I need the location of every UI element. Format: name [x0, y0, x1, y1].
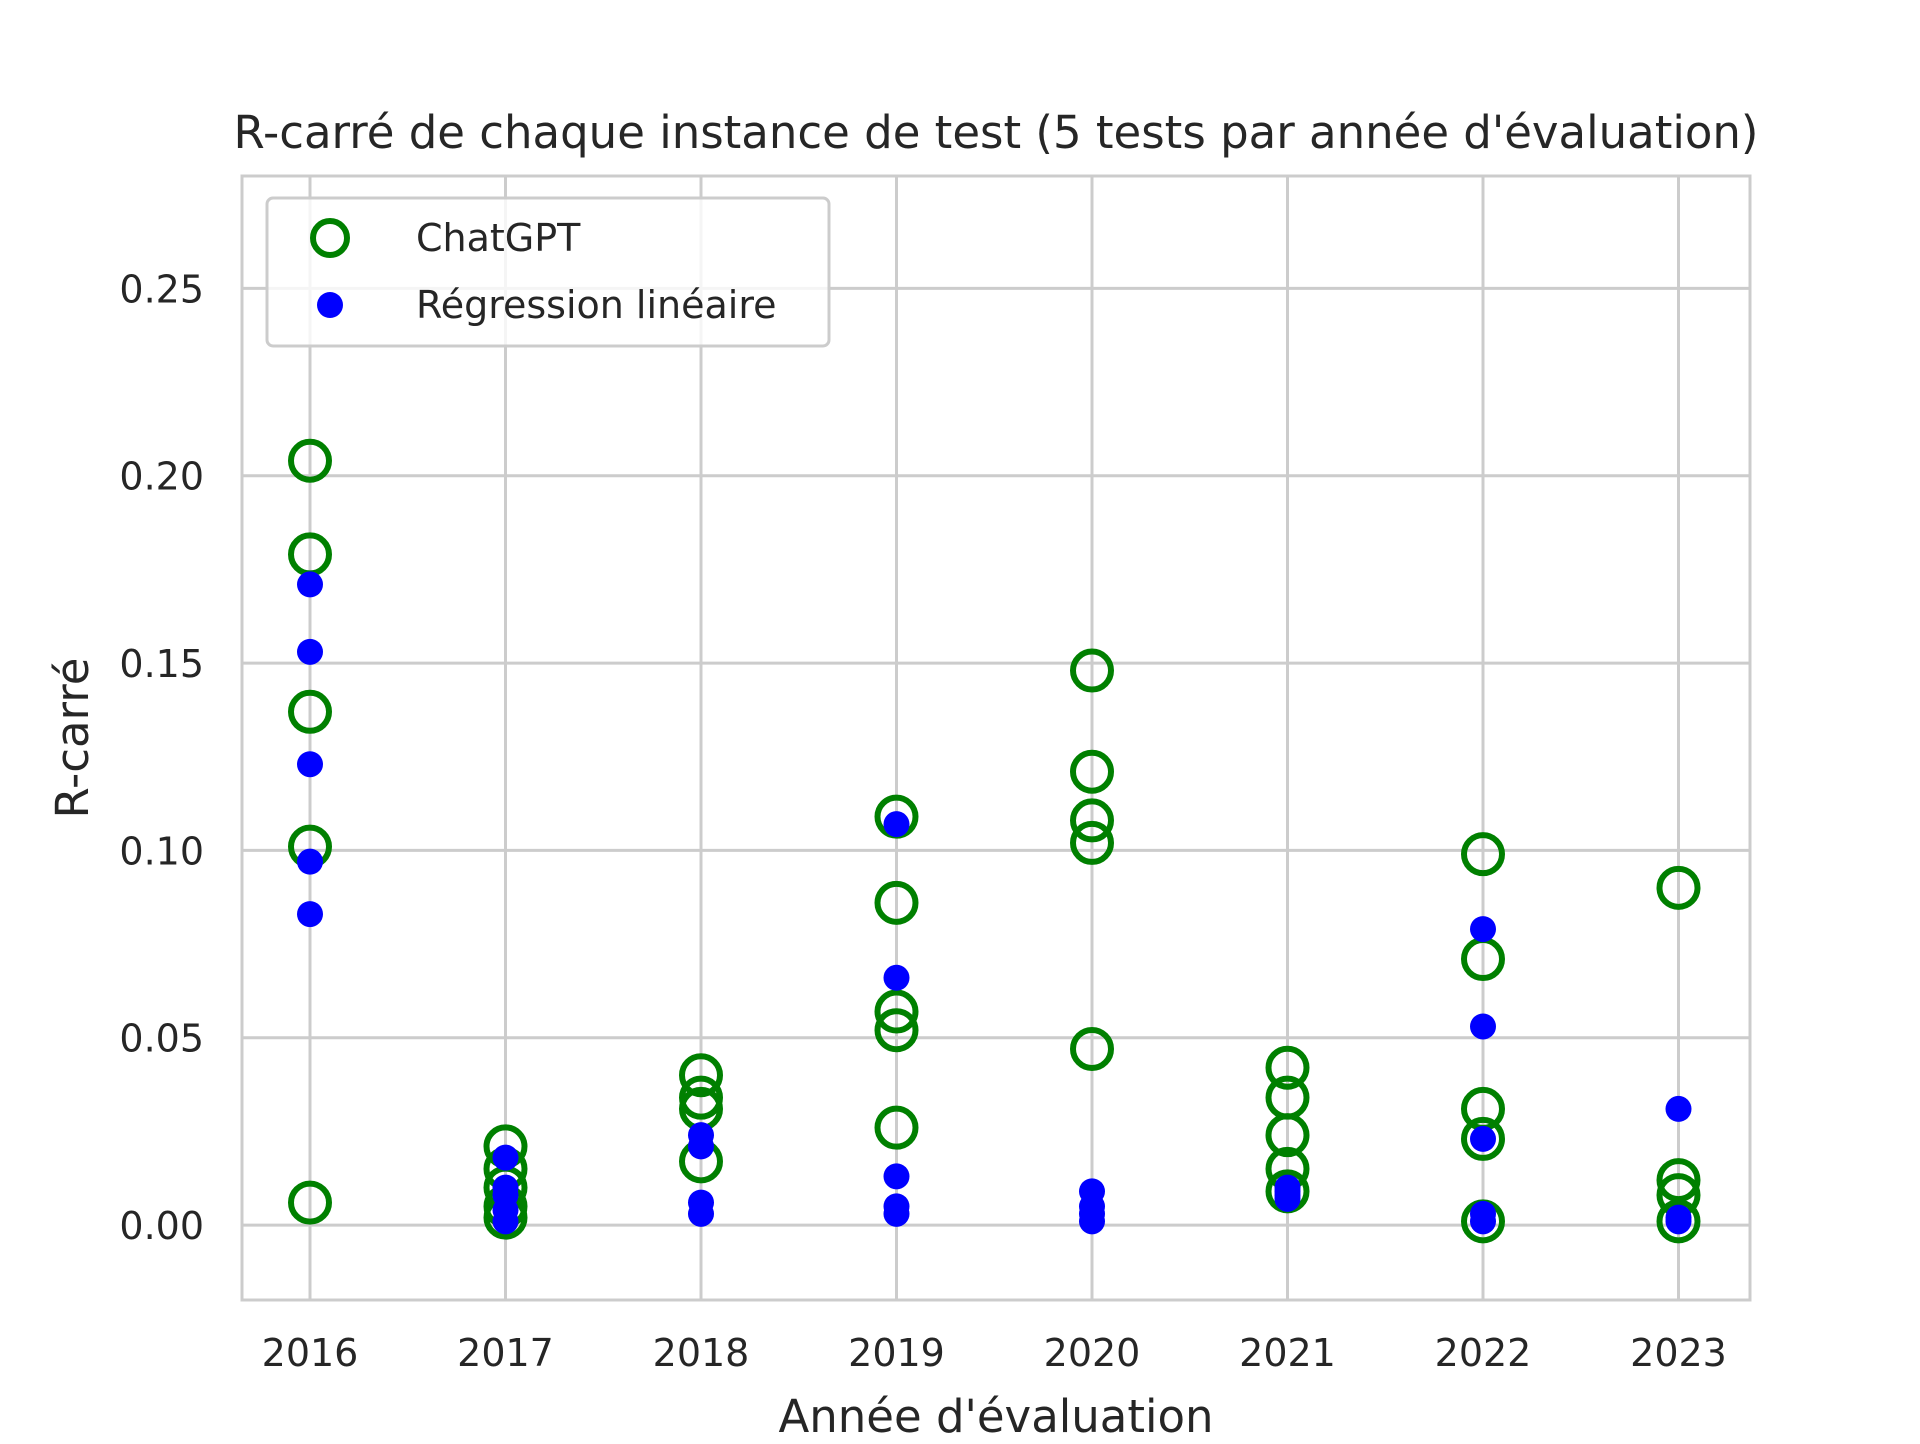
- legend: ChatGPT Régression linéaire: [265, 196, 831, 348]
- grid-lines: [242, 176, 1750, 1300]
- x-tick-label: 2023: [1630, 1331, 1727, 1375]
- data-point-chatgpt: [1070, 648, 1114, 693]
- data-point-regression: [297, 638, 323, 665]
- data-point-chatgpt: [288, 1180, 332, 1225]
- legend-label-regression: Régression linéaire: [416, 283, 777, 327]
- data-points: [288, 438, 1701, 1244]
- data-point-chatgpt: [288, 689, 332, 734]
- x-axis-label: Année d'évaluation: [778, 1390, 1213, 1440]
- data-point-chatgpt: [1070, 798, 1114, 843]
- x-axis-ticks: 2016 2017 2018 2019 2020 2021 2022 2023: [262, 1331, 1727, 1375]
- data-point-chatgpt: [679, 1075, 723, 1120]
- legend-marker-chatgpt: [310, 218, 350, 258]
- x-tick-label: 2020: [1044, 1331, 1141, 1375]
- data-point-chatgpt: [1461, 1116, 1505, 1161]
- chart-title: R-carré de chaque instance de test (5 te…: [234, 106, 1759, 159]
- data-point-regression: [1665, 1208, 1692, 1235]
- data-point-chatgpt: [1265, 1113, 1310, 1158]
- x-tick-label: 2018: [653, 1331, 750, 1375]
- x-tick-label: 2022: [1435, 1331, 1532, 1375]
- data-point-chatgpt: [874, 989, 919, 1034]
- data-point-regression: [883, 1200, 910, 1227]
- data-point-chatgpt: [1461, 832, 1505, 877]
- y-tick-label: 0.20: [119, 455, 204, 499]
- data-point-regression: [883, 1163, 910, 1190]
- x-tick-label: 2017: [457, 1331, 554, 1375]
- y-tick-label: 0.15: [119, 642, 204, 686]
- data-point-chatgpt: [679, 1053, 723, 1098]
- data-point-regression: [1470, 1013, 1496, 1040]
- plot-area-frame: [240, 174, 1752, 1302]
- x-tick-label: 2021: [1239, 1331, 1336, 1375]
- data-point-chatgpt: [1656, 1199, 1701, 1244]
- data-point-regression: [688, 1200, 714, 1227]
- x-tick-label: 2016: [262, 1331, 359, 1375]
- y-axis-ticks: 0.00 0.05 0.10 0.15 0.20 0.25: [119, 267, 204, 1248]
- data-point-regression: [1665, 1095, 1692, 1122]
- data-point-regression: [1470, 1208, 1496, 1235]
- legend-label-chatgpt: ChatGPT: [416, 216, 581, 260]
- data-point-regression: [297, 901, 323, 928]
- legend-box: [265, 196, 831, 348]
- data-point-regression: [1079, 1208, 1105, 1235]
- data-point-regression: [1470, 916, 1496, 943]
- data-point-regression: [1470, 1125, 1496, 1152]
- data-point-chatgpt: [874, 880, 919, 925]
- data-point-regression: [688, 1133, 714, 1160]
- data-point-chatgpt: [1070, 749, 1114, 794]
- data-point-chatgpt: [288, 438, 332, 483]
- data-point-chatgpt: [1070, 1026, 1114, 1071]
- data-point-regression: [883, 964, 910, 991]
- y-tick-label: 0.00: [119, 1204, 204, 1248]
- x-tick-label: 2019: [848, 1331, 945, 1375]
- data-point-chatgpt: [874, 1105, 919, 1150]
- series-regression: [297, 571, 1692, 1235]
- y-tick-label: 0.05: [119, 1017, 204, 1061]
- y-axis-label: R-carré: [46, 658, 99, 819]
- y-tick-label: 0.25: [119, 267, 204, 311]
- data-point-chatgpt: [1656, 1158, 1701, 1203]
- data-point-chatgpt: [1070, 820, 1114, 865]
- data-point-regression: [297, 751, 323, 778]
- data-point-regression: [492, 1208, 519, 1235]
- y-tick-label: 0.10: [119, 829, 204, 873]
- data-point-chatgpt: [1265, 1045, 1310, 1090]
- legend-marker-regression: [317, 292, 343, 318]
- data-point-regression: [297, 848, 323, 875]
- data-point-regression: [883, 811, 910, 838]
- data-point-regression: [492, 1144, 519, 1171]
- data-point-regression: [1274, 1185, 1301, 1212]
- data-point-regression: [297, 571, 323, 598]
- data-point-chatgpt: [1656, 865, 1701, 910]
- data-point-chatgpt: [874, 1008, 919, 1053]
